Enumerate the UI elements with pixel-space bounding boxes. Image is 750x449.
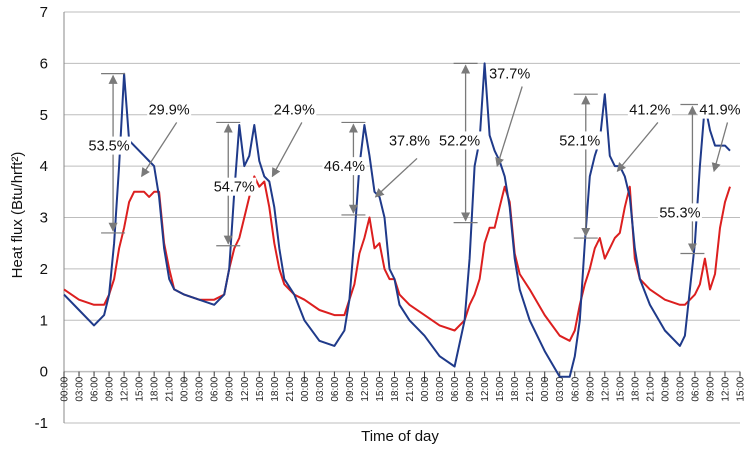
x-tick-label: 09:00 [225,376,236,401]
x-tick-label: 00:00 [300,376,311,401]
y-tick-label: 5 [40,107,48,124]
x-tick-label: 03:00 [315,376,326,401]
x-tick-label: 15:00 [495,376,506,401]
x-tick-label: 21:00 [285,376,296,401]
percentage-annotation: 41.9% [699,103,740,119]
pointer-arrow [495,86,523,167]
x-tick-label: 21:00 [645,376,656,401]
x-tick-label: 15:00 [736,376,747,401]
y-tick-label: 2 [40,261,48,278]
x-tick-label: 03:00 [675,376,686,401]
pointer-arrow [616,122,659,172]
percentage-annotation: 55.3% [659,205,700,221]
y-tick-label: 6 [40,55,48,72]
x-tick-label: 00:00 [420,376,431,401]
annotation-backdrop [627,100,672,119]
x-tick-label: 09:00 [465,376,476,401]
x-tick-label: 12:00 [240,376,251,401]
pointer-arrow [271,122,303,178]
x-tick-label: 09:00 [345,376,356,401]
annotation-backdrop [657,203,702,222]
x-tick-label: 21:00 [165,376,176,401]
percentage-annotation: 53.5% [89,139,130,155]
y-tick-label: 0 [40,364,48,381]
x-tick-label: 03:00 [435,376,446,401]
pointer-arrow [374,157,418,198]
x-tick-label: 06:00 [210,376,221,401]
x-tick-label: 15:00 [135,376,146,401]
x-tick-label: 15:00 [375,376,386,401]
percentage-annotation: 41.2% [629,103,670,119]
x-tick-label: 18:00 [510,376,521,401]
x-axis-ticks: 00:00 03:00 06:00 09:00 12:00 15:00 18:00 21:00… [60,371,747,402]
x-axis-label: Time of day [361,428,439,445]
x-tick-label: 03:00 [555,376,566,401]
x-tick-label: 06:00 [570,376,581,401]
y-tick-label: -1 [35,415,48,432]
y-tick-label: 1 [40,312,48,329]
percentage-annotation: 29.9% [149,103,190,119]
annotation-backdrop [87,136,132,155]
annotation-backdrop [322,157,367,176]
percentage-annotation: 24.9% [274,103,315,119]
x-tick-label: 18:00 [270,376,281,401]
x-tick-label: 12:00 [720,376,731,401]
percentage-annotation: 37.8% [389,133,430,149]
x-tick-label: 00:00 [540,376,551,401]
percentage-annotation: 52.1% [559,133,600,149]
annotation-backdrop [212,177,257,196]
x-tick-label: 21:00 [525,376,536,401]
y-tick-label: 4 [40,158,48,175]
annotation-backdrop [557,131,602,150]
x-tick-label: 09:00 [105,376,116,401]
x-tick-label: 12:00 [600,376,611,401]
percentage-annotation: 52.2% [439,133,480,149]
x-tick-label: 15:00 [255,376,266,401]
y-axis-label: Heat flux (Btu/hrft²) [9,152,26,279]
pointer-arrow [711,122,729,173]
x-tick-label: 03:00 [195,376,206,401]
x-tick-label: 21:00 [405,376,416,401]
annotations: 53.5% 29.9% 54.7% 24.9% 46.4% 37.8% 52.2% 37.7%… [87,62,742,255]
x-tick-label: 00:00 [660,376,671,401]
x-tick-label: 03:00 [75,376,86,401]
x-tick-label: 09:00 [585,376,596,401]
x-tick-label: 00:00 [60,376,71,401]
percentage-annotation: 46.4% [324,159,365,175]
annotation-backdrop [697,100,742,119]
x-tick-label: 06:00 [450,376,461,401]
annotation-backdrop [487,64,532,83]
x-tick-label: 00:00 [180,376,191,401]
x-tick-label: 18:00 [150,376,161,401]
annotation-backdrop [272,100,317,119]
x-tick-label: 12:00 [120,376,131,401]
grid-lines [63,11,740,424]
percentage-annotation: 37.7% [489,67,530,83]
annotation-backdrop [387,131,432,150]
x-tick-label: 15:00 [615,376,626,401]
x-tick-label: 09:00 [705,376,716,401]
x-tick-label: 06:00 [690,376,701,401]
x-tick-label: 18:00 [390,376,401,401]
pointer-arrow [141,122,178,178]
series-line-1 [63,175,731,342]
y-axis-ticks: -1 0 1 2 3 4 5 6 7 [35,4,48,432]
annotation-backdrop [437,131,482,150]
x-tick-label: 06:00 [330,376,341,401]
annotation-backdrop [147,100,192,119]
x-tick-label: 06:00 [90,376,101,401]
x-tick-label: 12:00 [360,376,371,401]
y-tick-label: 3 [40,210,48,227]
percentage-annotation: 54.7% [214,180,255,196]
x-tick-label: 18:00 [630,376,641,401]
x-tick-label: 12:00 [480,376,491,401]
y-tick-label: 7 [40,4,48,21]
